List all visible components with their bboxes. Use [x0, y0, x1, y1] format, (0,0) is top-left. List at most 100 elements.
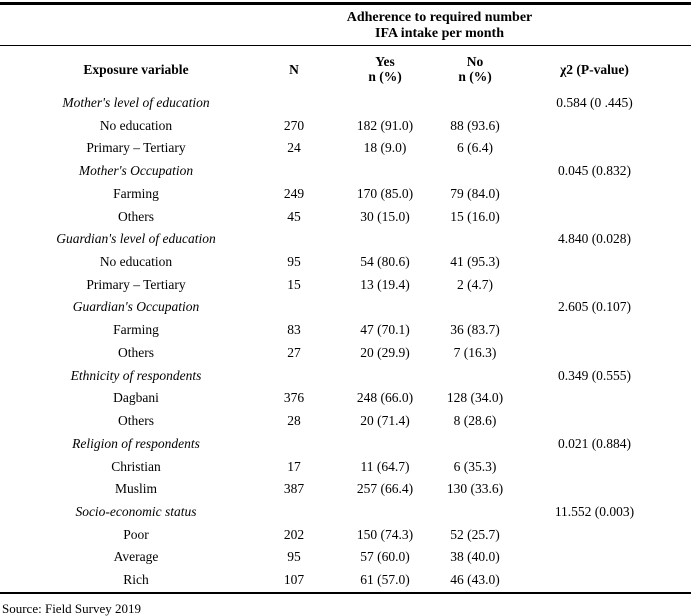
yes-cell: 20 (71.4) [360, 413, 410, 429]
table-row: No education 95 54 (80.6) 41 (95.3) [0, 251, 691, 274]
chi-cell: 0.045 (0.832) [557, 163, 632, 179]
n-cell: 107 [283, 572, 305, 588]
table-row: Average 95 57 (60.0) 38 (40.0) [0, 546, 691, 569]
no-cell: 130 (33.6) [446, 481, 504, 497]
row-label-cell: Guardian's level of education [56, 231, 216, 247]
yes-cell: 257 (66.4) [356, 481, 414, 497]
chi-cell [530, 137, 691, 160]
col-header-no-line2: n (%) [458, 69, 492, 84]
n-cell: 95 [287, 254, 301, 270]
row-label-cell: Poor [123, 526, 149, 542]
chi-cell [530, 478, 691, 501]
row-label-cell: Others [118, 413, 154, 429]
group-row: Mother's level of education 0.584 (0 .445… [0, 92, 691, 115]
n-cell: 376 [283, 390, 305, 406]
no-cell: 6 (6.4) [457, 140, 493, 156]
yes-cell: 57 (60.0) [360, 549, 410, 565]
chi-cell: 0.349 (0.555) [557, 367, 632, 383]
chi-cell [530, 274, 691, 297]
table-row: Christian 17 11 (64.7) 6 (35.3) [0, 456, 691, 479]
no-cell [444, 365, 530, 388]
row-label-cell: Rich [123, 572, 149, 588]
n-cell [272, 365, 316, 388]
adherence-table: Adherence to required number IFA intake … [0, 2, 691, 594]
no-cell: 46 (43.0) [450, 572, 500, 588]
table-row: Primary – Tertiary 15 13 (19.4) 2 (4.7) [0, 274, 691, 297]
table-row: Poor 202 150 (74.3) 52 (25.7) [0, 524, 691, 547]
col-header-n: N [289, 61, 299, 77]
yes-cell: 13 (19.4) [360, 276, 410, 292]
group-row: Socio-economic status 11.552 (0.003) [0, 501, 691, 524]
row-label-cell: Mother's Occupation [78, 163, 194, 179]
yes-cell: 150 (74.3) [356, 526, 414, 542]
chi-cell [530, 342, 691, 365]
yes-cell: 61 (57.0) [360, 572, 410, 588]
chi-cell: 11.552 (0.003) [554, 503, 635, 519]
no-cell: 38 (40.0) [450, 549, 500, 565]
chi-cell: 0.584 (0 .445) [556, 95, 633, 110]
no-cell: 88 (93.6) [450, 117, 500, 133]
yes-cell [316, 228, 444, 251]
n-cell [272, 92, 316, 115]
row-label-cell: Farming [113, 322, 159, 338]
yes-cell [316, 160, 444, 183]
table-row: Rich 107 61 (57.0) 46 (43.0) [0, 569, 691, 593]
yes-cell: 18 (9.0) [363, 140, 407, 156]
n-cell: 270 [283, 117, 305, 133]
no-cell [444, 92, 530, 115]
span-header-spacer [0, 3, 272, 46]
n-cell: 83 [287, 322, 301, 338]
chi-cell [530, 546, 691, 569]
row-label-cell: Mother's level of education [62, 95, 210, 110]
n-cell: 17 [287, 458, 301, 474]
no-cell: 128 (34.0) [446, 390, 504, 406]
col-header-yes-line1: Yes [375, 54, 395, 69]
group-row: Guardian's level of education 4.840 (0.02… [0, 228, 691, 251]
yes-cell [316, 296, 444, 319]
table-row: Farming 249 170 (85.0) 79 (84.0) [0, 183, 691, 206]
col-header-no-line1: No [466, 54, 484, 69]
row-label-cell: Religion of respondents [72, 435, 200, 451]
row-label-cell: Others [118, 344, 154, 360]
table-row: Others 45 30 (15.0) 15 (16.0) [0, 206, 691, 229]
yes-cell [316, 433, 444, 456]
yes-cell: 182 (91.0) [356, 117, 414, 133]
table-body: Mother's level of education 0.584 (0 .445… [0, 92, 691, 593]
chi-cell [530, 387, 691, 410]
row-label-cell: No education [99, 117, 173, 133]
group-row: Mother's Occupation 0.045 (0.832) [0, 160, 691, 183]
no-cell: 79 (84.0) [450, 185, 500, 201]
col-header-chi-square: χ2 (P-value) [560, 61, 629, 77]
chi-cell: 0.021 (0.884) [557, 435, 632, 451]
table-row: Others 27 20 (29.9) 7 (16.3) [0, 342, 691, 365]
no-cell: 7 (16.3) [453, 344, 497, 360]
no-cell: 52 (25.7) [450, 526, 500, 542]
yes-cell: 54 (80.6) [360, 254, 410, 270]
chi-cell [530, 115, 691, 138]
n-cell: 27 [287, 344, 301, 360]
no-cell: 6 (35.3) [453, 458, 497, 474]
n-cell [272, 501, 316, 524]
row-label-cell: Christian [111, 458, 161, 474]
row-label-cell: Primary – Tertiary [86, 140, 186, 156]
table-row: Muslim 387 257 (66.4) 130 (33.6) [0, 478, 691, 501]
n-cell: 95 [287, 549, 301, 565]
row-label-cell: Dagbani [113, 390, 159, 406]
table-row: No education 270 182 (91.0) 88 (93.6) [0, 115, 691, 138]
yes-cell: 248 (66.0) [356, 390, 414, 406]
no-cell: 41 (95.3) [450, 254, 500, 270]
n-cell: 202 [283, 526, 305, 542]
span-header: Adherence to required number IFA intake … [272, 3, 691, 46]
row-label-cell: Others [118, 208, 154, 224]
yes-cell [316, 365, 444, 388]
col-header-yes: Yes n (%) [316, 46, 444, 93]
chi-cell [530, 206, 691, 229]
no-cell [444, 433, 530, 456]
n-cell: 249 [283, 185, 305, 201]
row-label-cell: Ethnicity of respondents [70, 367, 202, 383]
n-cell [272, 296, 316, 319]
n-cell: 24 [287, 140, 301, 156]
chi-cell [530, 569, 691, 593]
group-row: Ethnicity of respondents 0.349 (0.555) [0, 365, 691, 388]
